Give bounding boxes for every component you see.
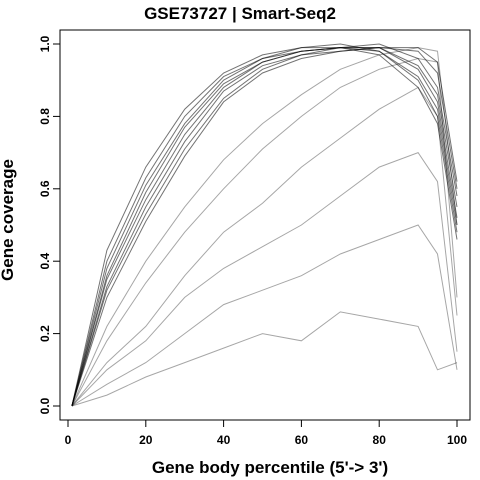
series-line-11 <box>71 86 458 407</box>
series-line-6 <box>71 43 458 407</box>
y-tick-label: 0.0 <box>38 397 52 414</box>
y-tick-label: 0.4 <box>38 253 52 270</box>
plot-frame <box>59 29 471 421</box>
series-layer <box>71 43 458 407</box>
y-tick-label: 0.6 <box>38 180 52 197</box>
series-line-3 <box>71 47 458 407</box>
x-tick-label: 80 <box>373 433 387 447</box>
series-line-9 <box>71 47 458 407</box>
axis-layer: 0 20 40 60 80 100 0.0 0.2 0.4 0.6 0.8 1.0 <box>38 35 467 447</box>
y-tick-label: 0.2 <box>38 325 52 342</box>
x-tick-label: 100 <box>447 433 467 447</box>
x-axis-label: Gene body percentile (5'-> 3') <box>151 458 389 477</box>
series-line-2 <box>71 43 458 407</box>
series-line-1 <box>71 47 458 407</box>
x-tick-label: 20 <box>139 433 153 447</box>
x-tick-label: 60 <box>295 433 309 447</box>
x-tick-label: 0 <box>65 433 72 447</box>
chart-title: GSE73727 | Smart-Seq2 <box>144 4 336 23</box>
series-line-13 <box>71 224 458 407</box>
x-tick-label: 40 <box>217 433 231 447</box>
series-line-5 <box>71 47 458 407</box>
series-line-10 <box>71 57 458 407</box>
series-line-14 <box>71 311 458 407</box>
series-line-8 <box>71 47 458 407</box>
y-tick-label: 0.8 <box>38 108 52 125</box>
series-line-7 <box>71 47 458 407</box>
y-tick-label: 1.0 <box>38 35 52 52</box>
series-line-12 <box>71 151 458 407</box>
